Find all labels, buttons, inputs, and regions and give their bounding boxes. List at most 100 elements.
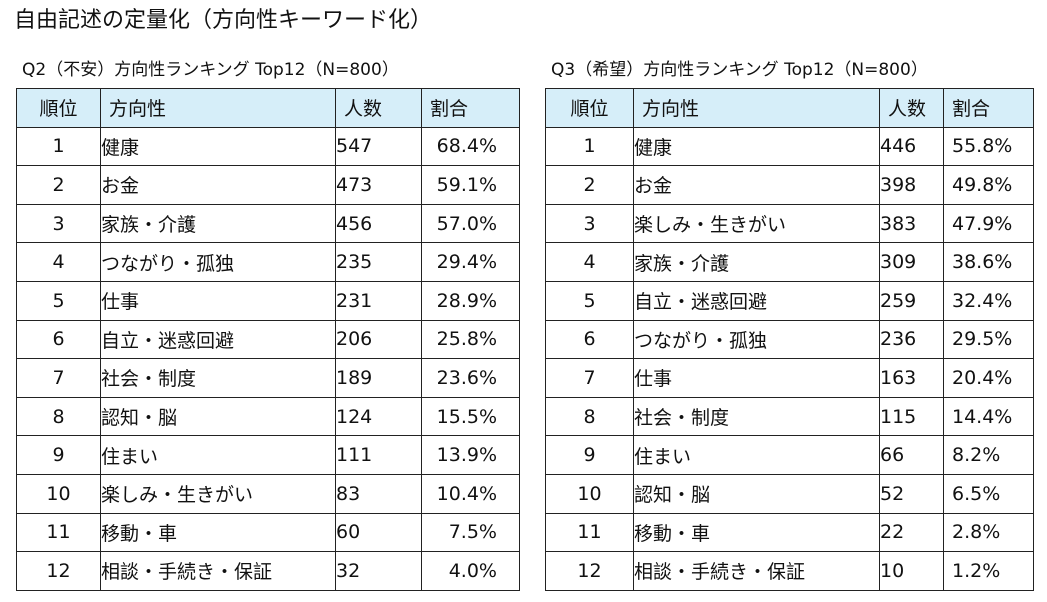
direction-cell: 健康 (100, 126, 336, 167)
direction-cell: 移動・車 (633, 512, 880, 553)
direction-cell: 認知・脳 (100, 396, 336, 437)
ratio-cell: 29.4% (421, 242, 520, 282)
table-row: 7 仕事 163 20.4% (545, 358, 1034, 398)
count-cell: 189 (335, 358, 422, 398)
count-cell: 32 (335, 551, 422, 591)
table-row: 8 社会・制度 115 14.4% (545, 396, 1034, 437)
count-cell: 206 (335, 319, 422, 360)
ratio-cell: 4.0% (421, 551, 520, 591)
direction-cell: つながり・孤独 (633, 319, 880, 360)
count-cell: 163 (879, 358, 944, 398)
rank-cell: 6 (545, 319, 634, 360)
rank-cell: 4 (16, 242, 101, 282)
rank-cell: 3 (545, 203, 634, 244)
direction-cell: 相談・手続き・保証 (633, 551, 880, 591)
rank-cell: 7 (545, 358, 634, 398)
rank-cell: 11 (16, 512, 101, 553)
ratio-cell: 29.5% (943, 319, 1034, 360)
table-row: 7 社会・制度 189 23.6% (16, 358, 520, 398)
direction-cell: お金 (633, 165, 880, 205)
table-row: 3 楽しみ・生きがい 383 47.9% (545, 203, 1034, 244)
ratio-cell: 57.0% (421, 203, 520, 244)
rank-cell: 1 (545, 126, 634, 167)
header-direction: 方向性 (100, 88, 336, 128)
table-row: 1 健康 547 68.4% (16, 126, 520, 167)
direction-cell: お金 (100, 165, 336, 205)
rank-cell: 9 (16, 435, 101, 475)
rank-cell: 7 (16, 358, 101, 398)
table-row: 5 仕事 231 28.9% (16, 280, 520, 321)
direction-cell: 認知・脳 (633, 473, 880, 514)
ratio-cell: 7.5% (421, 512, 520, 553)
count-cell: 124 (335, 396, 422, 437)
table-row: 9 住まい 111 13.9% (16, 435, 520, 475)
ratio-cell: 1.2% (943, 551, 1034, 591)
count-cell: 456 (335, 203, 422, 244)
direction-cell: 社会・制度 (100, 358, 336, 398)
table-row: 1 健康 446 55.8% (545, 126, 1034, 167)
ratio-cell: 8.2% (943, 435, 1034, 475)
direction-cell: 自立・迷惑回避 (100, 319, 336, 360)
q2-anxiety-panel: Q2（不安）方向性ランキング Top12（N=800） 順位 方向性 人数 割合… (16, 58, 520, 591)
ratio-cell: 59.1% (421, 165, 520, 205)
direction-cell: つながり・孤独 (100, 242, 336, 282)
q2-ranking-table: 順位 方向性 人数 割合 1 健康 547 68.4% 2 お金 473 59.1% 3 家族・介… (16, 88, 520, 591)
count-cell: 52 (879, 473, 944, 514)
rank-cell: 5 (16, 280, 101, 321)
rank-cell: 12 (545, 551, 634, 591)
q2-table-title: Q2（不安）方向性ランキング Top12（N=800） (22, 60, 399, 80)
rank-cell: 8 (545, 396, 634, 437)
table-row: 8 認知・脳 124 15.5% (16, 396, 520, 437)
count-cell: 22 (879, 512, 944, 553)
count-cell: 83 (335, 473, 422, 514)
ratio-cell: 38.6% (943, 242, 1034, 282)
count-cell: 60 (335, 512, 422, 553)
direction-cell: 住まい (633, 435, 880, 475)
ratio-cell: 13.9% (421, 435, 520, 475)
rank-cell: 9 (545, 435, 634, 475)
header-direction: 方向性 (633, 88, 880, 128)
header-count: 人数 (879, 88, 944, 128)
table-row: 12 相談・手続き・保証 10 1.2% (545, 551, 1034, 591)
count-cell: 115 (879, 396, 944, 437)
rank-cell: 2 (16, 165, 101, 205)
rank-cell: 10 (16, 473, 101, 514)
count-cell: 231 (335, 280, 422, 321)
count-cell: 547 (335, 126, 422, 167)
direction-cell: 家族・介護 (633, 242, 880, 282)
ratio-cell: 23.6% (421, 358, 520, 398)
header-rank: 順位 (16, 88, 101, 128)
q3-ranking-table: 順位 方向性 人数 割合 1 健康 446 55.8% 2 お金 398 49.8% 3 楽しみ・… (545, 88, 1034, 591)
ratio-cell: 14.4% (943, 396, 1034, 437)
table-row: 6 つながり・孤独 236 29.5% (545, 319, 1034, 360)
table-row: 11 移動・車 22 2.8% (545, 512, 1034, 553)
rank-cell: 12 (16, 551, 101, 591)
table-row: 4 家族・介護 309 38.6% (545, 242, 1034, 282)
header-row: 順位 方向性 人数 割合 (545, 88, 1034, 128)
count-cell: 398 (879, 165, 944, 205)
header-count: 人数 (335, 88, 422, 128)
rank-cell: 4 (545, 242, 634, 282)
direction-cell: 仕事 (100, 280, 336, 321)
ratio-cell: 6.5% (943, 473, 1034, 514)
count-cell: 236 (879, 319, 944, 360)
q3-table-title: Q3（希望）方向性ランキング Top12（N=800） (551, 60, 928, 80)
rank-cell: 8 (16, 396, 101, 437)
ratio-cell: 15.5% (421, 396, 520, 437)
table-row: 5 自立・迷惑回避 259 32.4% (545, 280, 1034, 321)
ratio-cell: 20.4% (943, 358, 1034, 398)
ratio-cell: 2.8% (943, 512, 1034, 553)
ratio-cell: 47.9% (943, 203, 1034, 244)
rank-cell: 5 (545, 280, 634, 321)
q3-hope-panel: Q3（希望）方向性ランキング Top12（N=800） 順位 方向性 人数 割合… (545, 58, 1034, 591)
count-cell: 259 (879, 280, 944, 321)
ratio-cell: 55.8% (943, 126, 1034, 167)
table-row: 12 相談・手続き・保証 32 4.0% (16, 551, 520, 591)
direction-cell: 家族・介護 (100, 203, 336, 244)
rank-cell: 6 (16, 319, 101, 360)
header-ratio: 割合 (943, 88, 1034, 128)
rank-cell: 2 (545, 165, 634, 205)
direction-cell: 自立・迷惑回避 (633, 280, 880, 321)
direction-cell: 社会・制度 (633, 396, 880, 437)
ratio-cell: 25.8% (421, 319, 520, 360)
